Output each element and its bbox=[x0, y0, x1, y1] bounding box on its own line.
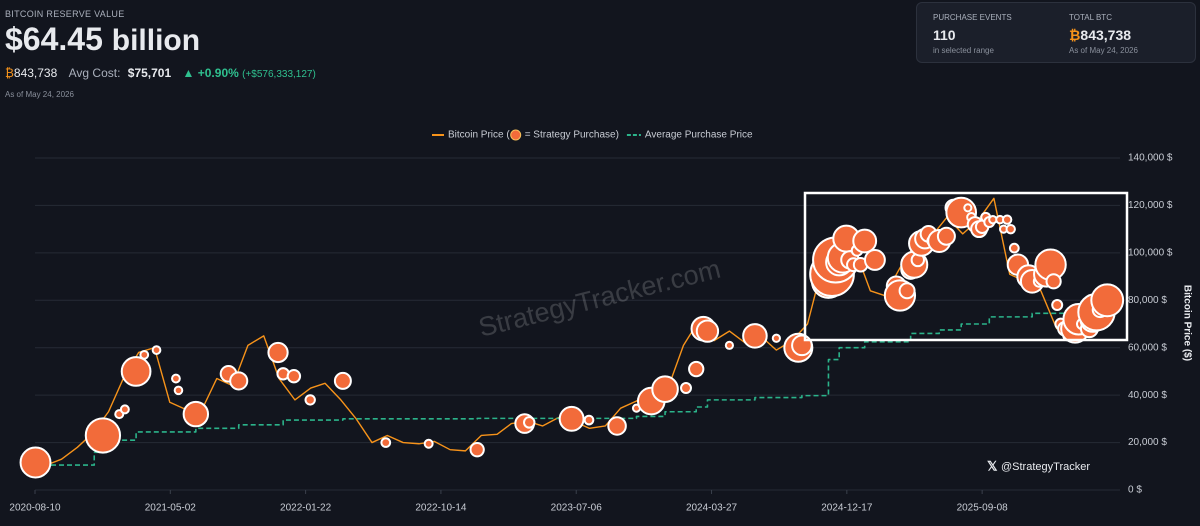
bubbles bbox=[19, 196, 1125, 479]
watermark: StrategyTracker.com bbox=[476, 254, 724, 343]
purchase-bubble bbox=[898, 282, 916, 300]
purchase-bubble bbox=[304, 394, 316, 406]
total-note: As of May 24, 2026 bbox=[1069, 46, 1138, 55]
y-tick-label: 60,000 $ bbox=[1128, 342, 1167, 353]
total: ₿843,738 bbox=[1069, 27, 1131, 43]
legend-bubble-icon bbox=[510, 129, 522, 141]
btc-symbol: ₿ bbox=[1069, 27, 1081, 43]
legend: Bitcoin Price ( = Strategy Purchase) Avera… bbox=[432, 129, 753, 141]
up-arrow: ▲ bbox=[182, 66, 195, 80]
events-label: PURCHASE EVENTS bbox=[933, 13, 1012, 22]
purchase-bubble bbox=[267, 341, 289, 364]
purchase-bubble bbox=[963, 203, 973, 213]
holdings-row: ₿843,738 Avg Cost: $75,701 ▲ +0.90% (+$5… bbox=[5, 66, 316, 80]
purchase-bubble bbox=[680, 382, 692, 395]
legend-label: = Strategy Purchase) bbox=[525, 130, 619, 141]
purchase-bubble bbox=[651, 375, 679, 403]
x-tick-label: 2020-08-10 bbox=[9, 503, 61, 514]
as-of: As of May 24, 2026 bbox=[5, 90, 74, 99]
purchase-bubble bbox=[333, 371, 352, 390]
avg-cost-label: Avg Cost: bbox=[68, 66, 121, 80]
reserve-amount: $64.45 bbox=[5, 21, 103, 57]
purchase-bubble bbox=[936, 226, 956, 246]
purchase-bubble bbox=[1005, 223, 1016, 235]
change-pct: +0.90% bbox=[197, 66, 239, 80]
purchase-bubble bbox=[742, 323, 768, 349]
purchase-bubble bbox=[695, 319, 720, 343]
reserve-label: BITCOIN RESERVE VALUE bbox=[5, 9, 125, 19]
purchase-bubble bbox=[583, 414, 595, 426]
purchase-bubble bbox=[84, 417, 122, 454]
purchase-bubble bbox=[1090, 283, 1125, 318]
purchase-bubble bbox=[852, 228, 878, 254]
events-note: in selected range bbox=[933, 46, 994, 55]
avg-cost: $75,701 bbox=[127, 66, 172, 80]
btc-symbol: ₿ bbox=[5, 66, 14, 80]
x-tick-label: 2022-01-22 bbox=[280, 503, 332, 514]
stats-box: PURCHASE EVENTS 110 in selected range TO… bbox=[916, 2, 1196, 63]
reserve-value: $64.45 billion bbox=[5, 21, 200, 58]
purchase-bubble bbox=[120, 356, 152, 387]
y-tick-label: 140,000 $ bbox=[1128, 153, 1173, 164]
x-tick-label: 2022-10-14 bbox=[415, 503, 467, 514]
x-tick-label: 2025-09-08 bbox=[957, 503, 1009, 514]
x-tick-label: 2024-12-17 bbox=[821, 503, 873, 514]
purchase-bubble bbox=[423, 438, 434, 449]
purchase-bubble bbox=[1045, 273, 1062, 290]
x-tick-label: 2023-07-06 bbox=[551, 503, 603, 514]
y-tick-label: 40,000 $ bbox=[1128, 390, 1167, 401]
total-label: TOTAL BTC bbox=[1069, 13, 1112, 22]
purchase-bubble bbox=[19, 446, 52, 479]
x-tick-label: 2024-03-27 bbox=[686, 503, 738, 514]
purchase-bubble bbox=[1001, 214, 1013, 225]
highlight-box bbox=[803, 191, 1129, 342]
events: 110 bbox=[933, 27, 956, 43]
legend-label: Average Purchase Price bbox=[645, 130, 753, 141]
y-axis-title: Bitcoin Price ($) bbox=[1181, 285, 1192, 361]
purchase-bubble bbox=[469, 442, 485, 458]
purchase-bubble bbox=[119, 404, 130, 415]
change-abs: (+$576,333,127) bbox=[242, 69, 316, 80]
purchase-bubble bbox=[171, 373, 181, 384]
purchase-bubble bbox=[151, 345, 162, 355]
y-tick-label: 0 $ bbox=[1128, 485, 1142, 496]
purchase-bubble bbox=[286, 368, 302, 384]
handle: @StrategyTracker bbox=[1001, 461, 1090, 473]
purchase-bubble bbox=[607, 416, 627, 436]
y-tick-label: 80,000 $ bbox=[1128, 295, 1167, 306]
purchase-bubble bbox=[1008, 242, 1020, 254]
average-line bbox=[35, 310, 1115, 466]
purchase-bubble bbox=[229, 371, 249, 391]
purchase-bubble bbox=[523, 416, 536, 429]
x-logo: 𝕏 bbox=[987, 458, 998, 473]
purchase-bubble bbox=[771, 333, 781, 343]
y-tick-label: 20,000 $ bbox=[1128, 437, 1167, 448]
purchase-bubble bbox=[380, 437, 392, 448]
purchase-bubble bbox=[863, 249, 886, 271]
purchase-bubble bbox=[1051, 299, 1064, 312]
purchase-bubble bbox=[724, 340, 734, 350]
total-value: 843,738 bbox=[1080, 27, 1132, 43]
holdings: 843,738 bbox=[13, 66, 58, 80]
purchase-bubble bbox=[688, 360, 705, 378]
purchase-bubble bbox=[139, 349, 150, 360]
purchase-bubble bbox=[173, 385, 184, 396]
purchase-bubble bbox=[558, 405, 585, 432]
axes: 0 $ 20,000 $ 40,000 $ 60,000 $ 80,000 $ 100,0… bbox=[9, 153, 1173, 514]
y-tick-label: 120,000 $ bbox=[1128, 200, 1173, 211]
x-tick-label: 2021-05-02 bbox=[145, 503, 197, 514]
legend-label: Bitcoin Price ( bbox=[448, 130, 510, 141]
y-tick-label: 100,000 $ bbox=[1128, 247, 1173, 258]
purchase-bubble bbox=[182, 400, 210, 428]
purchase-bubble bbox=[791, 334, 813, 357]
reserve-unit: billion bbox=[111, 24, 201, 57]
